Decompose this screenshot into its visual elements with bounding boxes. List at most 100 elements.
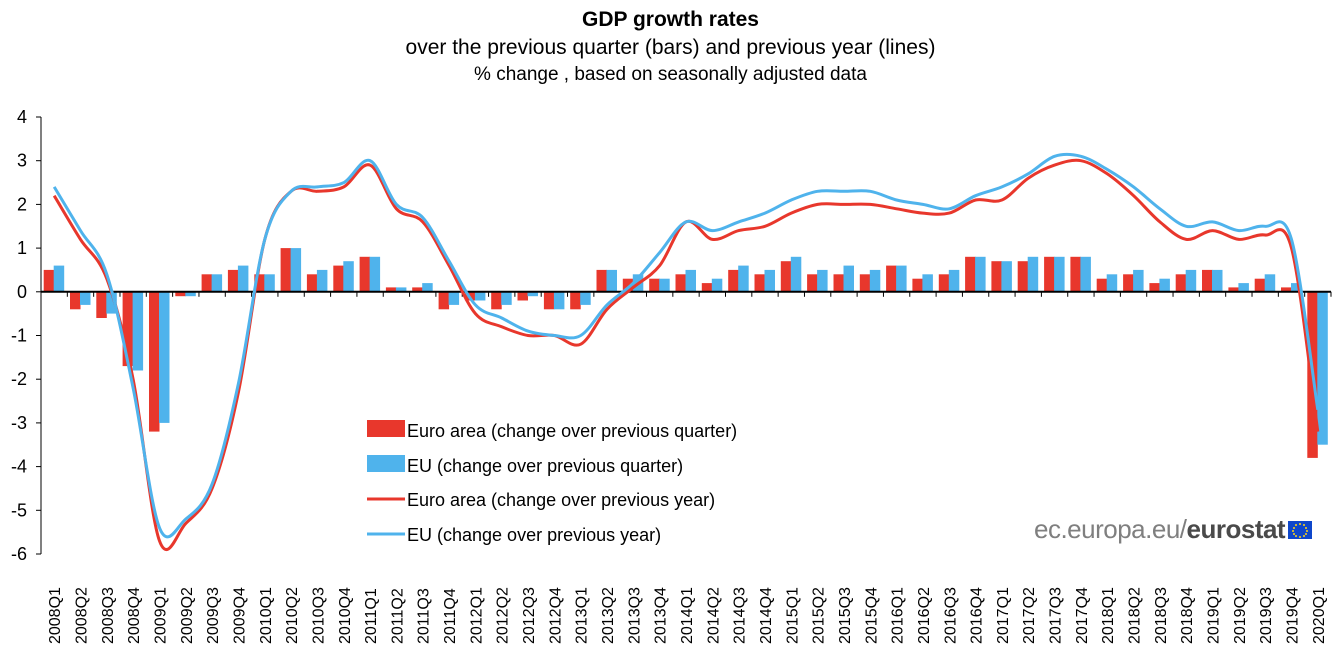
x-tick-label: 2013Q2 — [600, 587, 617, 644]
bar-euro-area-qoq — [570, 291, 581, 310]
x-tick-label: 2008Q4 — [126, 587, 143, 644]
y-tick-label: -6 — [11, 544, 27, 564]
y-tick-label: -3 — [11, 413, 27, 433]
bar-euro-area-qoq — [254, 274, 265, 292]
x-tick-label: 2016Q2 — [916, 587, 933, 644]
bar-eu-qoq — [553, 291, 565, 310]
bar-eu-qoq — [685, 269, 696, 292]
chart-subtitle: over the previous quarter (bars) and pre… — [405, 36, 936, 59]
x-tick-label: 2016Q4 — [969, 587, 986, 644]
x-tick-label: 2015Q4 — [863, 587, 880, 644]
bar-euro-area-qoq — [728, 269, 739, 292]
bar-eu-qoq — [1291, 283, 1302, 292]
bar-euro-area-qoq — [912, 278, 923, 292]
x-tick-label: 2019Q1 — [1206, 587, 1223, 644]
x-tick-label: 2018Q4 — [1179, 587, 1196, 644]
y-tick-label: -5 — [11, 500, 27, 520]
bar-euro-area-qoq — [1254, 278, 1266, 292]
bar-euro-area-qoq — [965, 256, 976, 292]
x-tick-label: 2014Q4 — [758, 587, 775, 644]
bar-euro-area-qoq — [201, 274, 213, 292]
bar-euro-area-qoq — [596, 269, 607, 292]
x-tick-label: 2015Q3 — [837, 587, 854, 644]
chart-subtitle-units: % change , based on seasonally adjusted … — [474, 64, 867, 85]
bar-eu-qoq — [659, 278, 670, 292]
bar-euro-area-qoq — [780, 261, 792, 292]
bar-eu-qoq — [975, 256, 986, 292]
y-tick-label: 0 — [17, 282, 27, 302]
bar-euro-area-qoq — [622, 278, 634, 292]
legend-label: EU (change over previous year) — [407, 525, 661, 545]
bar-euro-area-qoq — [1123, 274, 1134, 292]
legend-label: EU (change over previous quarter) — [407, 456, 683, 476]
eurostat-branding: ec.europa.eu/eurostat — [1034, 514, 1313, 545]
x-tick-label: 2010Q4 — [337, 587, 354, 644]
x-tick-label: 2018Q1 — [1100, 587, 1117, 644]
bar-eu-qoq — [132, 291, 144, 371]
x-tick-label: 2017Q3 — [1048, 587, 1065, 644]
bar-eu-qoq — [1133, 269, 1144, 292]
bar-euro-area-qoq — [1017, 261, 1029, 292]
bar-eu-qoq — [237, 265, 249, 292]
bar-euro-area-qoq — [70, 291, 81, 310]
bar-euro-area-qoq — [543, 291, 555, 310]
bar-eu-qoq — [580, 291, 591, 305]
x-tick-label: 2009Q3 — [205, 587, 222, 644]
x-tick-label: 2014Q1 — [679, 587, 696, 644]
bar-euro-area-qoq — [359, 256, 371, 292]
x-tick-label: 2008Q3 — [100, 587, 117, 644]
bar-eu-qoq — [1054, 256, 1065, 292]
x-tick-label: 2017Q4 — [1074, 587, 1091, 644]
bar-euro-area-qoq — [438, 291, 450, 310]
bar-eu-qoq — [869, 269, 881, 292]
bar-eu-qoq — [448, 291, 460, 305]
x-tick-label: 2011Q2 — [389, 588, 406, 644]
bar-eu-qoq — [474, 291, 486, 301]
eu-flag-icon — [1288, 521, 1313, 539]
bar-eu-qoq — [264, 274, 275, 292]
bar-eu-qoq — [711, 278, 723, 292]
x-tick-label: 2011Q1 — [363, 588, 380, 644]
bar-euro-area-qoq — [1149, 283, 1160, 292]
bar-eu-qoq — [1238, 283, 1249, 292]
y-tick-label: 3 — [17, 151, 27, 171]
line-series — [52, 152, 1320, 551]
y-tick-label: -4 — [11, 457, 27, 477]
x-tick-label: 2016Q1 — [890, 587, 907, 644]
x-tick-label: 2014Q2 — [705, 587, 722, 644]
bar-eu-qoq — [817, 269, 828, 292]
x-tick-label: 2009Q2 — [179, 587, 196, 644]
x-tick-label: 2019Q2 — [1232, 587, 1249, 644]
bar-eu-qoq — [1001, 261, 1012, 292]
bar-eu-qoq — [159, 291, 170, 423]
x-tick-label: 2013Q1 — [574, 587, 591, 644]
bar-eu-qoq — [369, 256, 381, 292]
bar-eu-qoq — [1264, 274, 1276, 292]
bar-eu-qoq — [1159, 278, 1170, 292]
bar-euro-area-qoq — [807, 274, 818, 292]
chart-titles: GDP growth rates over the previous quart… — [0, 6, 1341, 88]
x-tick-label: 2010Q2 — [284, 587, 301, 644]
bar-euro-area-qoq — [886, 265, 897, 292]
bar-eu-qoq — [738, 265, 749, 292]
line-euro-area-yoy — [52, 158, 1320, 551]
bar-eu-qoq — [290, 248, 302, 292]
x-tick-label: 2014Q3 — [732, 587, 749, 644]
bar-eu-qoq — [948, 269, 960, 292]
x-tick-label: 2012Q4 — [547, 587, 564, 644]
x-tick-label: 2012Q2 — [495, 587, 512, 644]
bar-eu-qoq — [896, 265, 907, 292]
bar-eu-qoq — [1317, 291, 1328, 445]
x-tick-label: 2020Q1 — [1311, 587, 1328, 644]
bar-euro-area-qoq — [701, 283, 713, 292]
bar-eu-qoq — [316, 269, 328, 292]
x-tick-label: 2011Q4 — [442, 588, 459, 644]
bar-eu-qoq — [211, 274, 223, 292]
bar-euro-area-qoq — [280, 248, 292, 292]
bar-eu-qoq — [1185, 269, 1197, 292]
bar-eu-qoq — [53, 265, 65, 292]
bar-euro-area-qoq — [96, 291, 107, 318]
x-tick-label: 2008Q1 — [47, 587, 64, 644]
bar-eu-qoq — [843, 265, 854, 292]
